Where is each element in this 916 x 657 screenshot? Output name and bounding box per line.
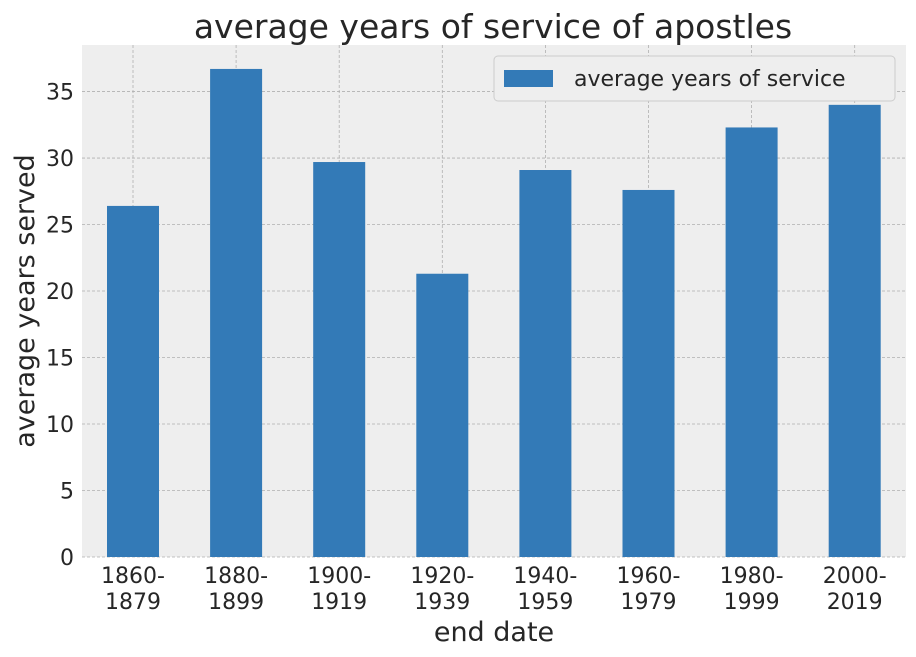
bar: [519, 170, 572, 557]
x-tick-label: 1900-1919: [307, 564, 371, 615]
bars: [107, 68, 881, 558]
y-tick-label: 0: [60, 546, 74, 571]
legend-box: [493, 55, 896, 102]
x-tick-label: 1880-1899: [204, 564, 268, 615]
bar: [416, 273, 469, 557]
y-axis-label: average years served: [10, 154, 41, 448]
x-tick-label: 1960-1979: [617, 564, 681, 615]
y-tick-label: 5: [60, 480, 74, 505]
bar: [828, 104, 881, 558]
bar: [107, 205, 159, 557]
bar: [210, 68, 263, 558]
bar: [622, 189, 675, 557]
y-tick-label: 35: [46, 81, 74, 106]
x-axis-label: end date: [434, 617, 554, 648]
bar: [725, 127, 778, 557]
x-tick-label: 1920-1939: [410, 564, 474, 615]
legend: average years of service: [493, 55, 896, 102]
x-tick-label: 2000-2019: [823, 564, 887, 615]
y-tick-label: 10: [46, 413, 74, 438]
x-tick-labels: 1860-1879 1880-1899 1900-1919 1920-1939 1940…: [101, 564, 887, 615]
y-tick-label: 20: [46, 280, 74, 305]
y-tick-labels: 0 5 10 15 20 25 30 35: [46, 81, 74, 571]
bar: [313, 162, 366, 557]
x-tick-label: 1940-1959: [513, 564, 577, 615]
chart-title: average years of service of apostles: [194, 7, 792, 46]
legend-label: average years of service: [574, 67, 846, 92]
x-tick-label: 1980-1999: [720, 564, 784, 615]
y-tick-label: 30: [46, 147, 74, 172]
y-tick-label: 15: [46, 347, 74, 372]
x-tick-label: 1860-1879: [101, 564, 165, 615]
plot-area: [82, 45, 906, 557]
legend-swatch: [504, 70, 553, 87]
y-tick-label: 25: [46, 214, 74, 239]
